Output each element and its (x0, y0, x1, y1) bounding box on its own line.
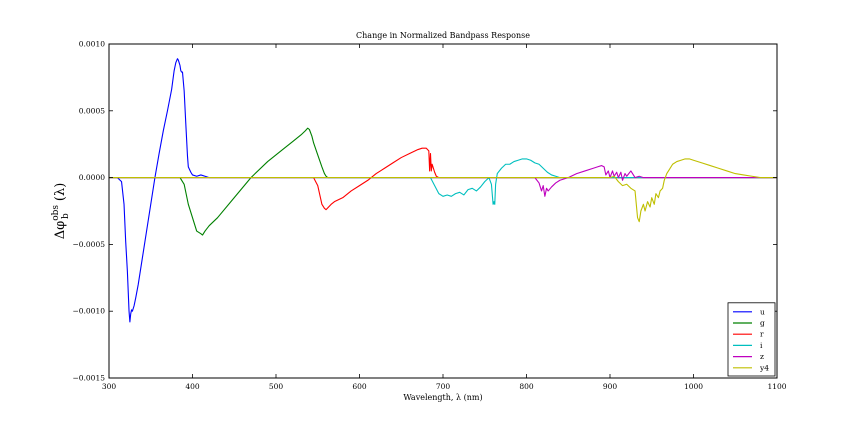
series-line-y4 (109, 158, 777, 223)
legend-label-z: z (760, 352, 764, 361)
y-axis-label: Δφobsb (λ) (51, 183, 71, 240)
series-line-g (109, 127, 777, 236)
x-tick-label: 1100 (767, 382, 786, 391)
series-line-u (109, 58, 777, 323)
x-tick-label: 800 (519, 382, 534, 391)
legend-label-u: u (760, 307, 765, 316)
x-tick-label: 400 (185, 382, 200, 391)
x-axis: 300 400 500 600 700 800 900 1000 1100 (102, 44, 787, 391)
legend-label-y4: y4 (759, 363, 769, 372)
y-tick-label: 0.0005 (79, 106, 105, 115)
x-axis-label: Wavelength, λ (nm) (403, 393, 482, 402)
x-tick-label: 500 (269, 382, 284, 391)
x-tick-label: 700 (436, 382, 451, 391)
legend-label-r: r (760, 330, 764, 339)
series-line-z (109, 165, 777, 197)
x-tick-label: 300 (102, 382, 117, 391)
series-line-r (109, 147, 777, 211)
chart-title: Change in Normalized Bandpass Response (356, 31, 530, 40)
legend-label-i: i (760, 341, 763, 350)
series-line-i (109, 158, 777, 205)
plot-area (109, 58, 777, 323)
x-tick-label: 600 (352, 382, 367, 391)
y-tick-label: −0.0010 (72, 307, 105, 316)
y-axis-label-text: Δφobsb (λ) (51, 183, 71, 240)
x-tick-label: 900 (603, 382, 618, 391)
y-tick-label: −0.0015 (72, 374, 105, 383)
legend-box (727, 302, 776, 377)
y-tick-label: −0.0005 (72, 240, 105, 249)
y-axis: 0.0010 0.0005 0.0000 −0.0005 −0.0010 −0.0015 (72, 40, 777, 383)
y-tick-label: 0.0000 (79, 173, 105, 182)
x-tick-label: 1000 (684, 382, 703, 391)
y-tick-label: 0.0010 (79, 40, 105, 49)
legend-label-g: g (760, 319, 765, 328)
